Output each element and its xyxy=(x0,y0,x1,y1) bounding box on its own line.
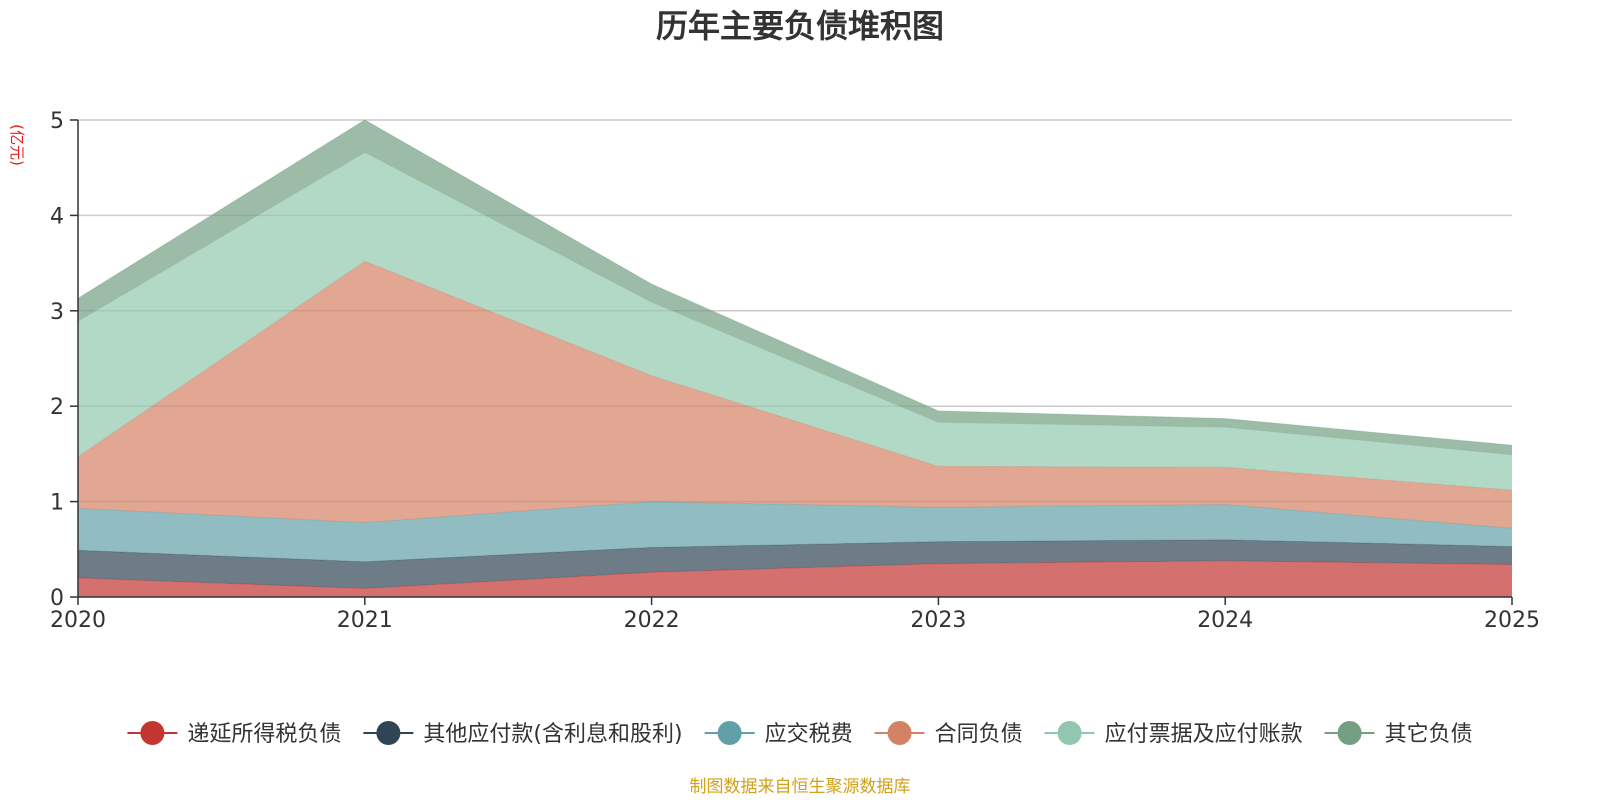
legend-circle-marker xyxy=(140,721,165,745)
area-series-group xyxy=(77,119,1513,597)
legend-circle-marker xyxy=(1337,721,1362,745)
area-series-5 xyxy=(78,152,1512,491)
area-series-2 xyxy=(78,539,1512,589)
legend-label: 应付票据及应付账款 xyxy=(1105,722,1303,747)
area-series-2-edge xyxy=(77,539,1513,563)
data-source-note: 制图数据来自恒生聚源数据库 xyxy=(690,777,911,797)
x-tick-label: 2024 xyxy=(1197,608,1253,633)
area-series-4 xyxy=(78,261,1512,529)
x-tick-label: 2023 xyxy=(910,608,966,633)
y-tick-label: 1 xyxy=(50,491,64,516)
y-tick-label: 2 xyxy=(50,395,64,420)
legend-circle-marker xyxy=(1057,721,1082,745)
legend-label: 合同负债 xyxy=(935,722,1023,747)
legend-item-6[interactable]: 其它负债 xyxy=(1324,721,1473,747)
area-series-1 xyxy=(78,560,1512,597)
y-tick-label: 3 xyxy=(50,300,64,325)
legend-circle-marker xyxy=(717,721,742,745)
legend-circle-marker xyxy=(376,721,401,745)
area-series-3 xyxy=(78,501,1512,562)
legend-circle-marker xyxy=(887,721,912,745)
legend-item-3[interactable]: 应交税费 xyxy=(704,721,853,747)
y-tick-label: 5 xyxy=(50,109,64,134)
legend-label: 其他应付款(含利息和股利) xyxy=(423,722,682,747)
x-tick-label: 2022 xyxy=(624,608,680,633)
legend-label: 其它负债 xyxy=(1385,722,1473,747)
area-series-6-edge xyxy=(77,119,1513,446)
legend[interactable]: 递延所得税负债 其他应付款(含利息和股利) 应交税费 合同负债 应付票据及应付账款 其它负… xyxy=(127,721,1473,747)
x-tick-label: 2020 xyxy=(50,608,106,633)
x-tick-label: 2025 xyxy=(1484,608,1540,633)
legend-item-1[interactable]: 递延所得税负债 xyxy=(127,721,341,747)
y-axis-unit-label: (亿元) xyxy=(8,124,26,166)
y-tick-label: 4 xyxy=(50,204,64,229)
y-tick-label: 0 xyxy=(50,586,64,611)
axes: 0 1 2 3 4 5 2020 2021 2022 2023 2024 2025 xyxy=(50,109,1540,633)
chart-title: 历年主要负债堆积图 xyxy=(656,7,944,45)
legend-item-2[interactable]: 其他应付款(含利息和股利) xyxy=(363,721,683,747)
legend-label: 应交税费 xyxy=(765,722,853,747)
legend-item-5[interactable]: 应付票据及应付账款 xyxy=(1044,721,1303,747)
x-tick-label: 2021 xyxy=(337,608,393,633)
area-series-1-edge xyxy=(77,560,1513,589)
legend-item-4[interactable]: 合同负债 xyxy=(874,721,1023,747)
legend-label: 递延所得税负债 xyxy=(187,722,341,747)
